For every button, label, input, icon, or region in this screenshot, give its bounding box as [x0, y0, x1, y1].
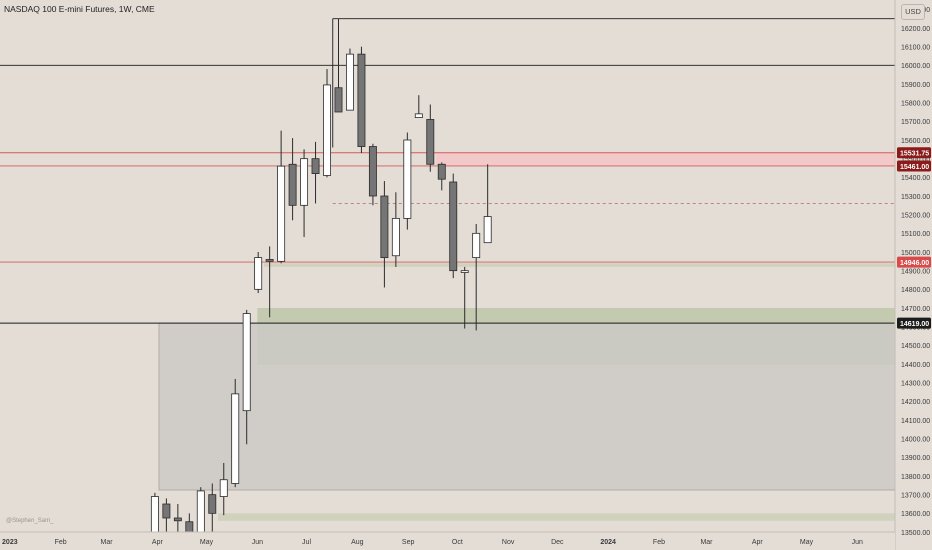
time-tick-label: Mar	[101, 539, 114, 546]
price-tick-label: 16200.00	[901, 26, 930, 33]
price-tick-label: 15100.00	[901, 231, 930, 238]
price-tick-label: 15200.00	[901, 212, 930, 219]
time-axis	[0, 532, 895, 550]
price-tick-label: 16000.00	[901, 63, 930, 70]
label-15531: 15531.75	[900, 151, 929, 158]
candle-body-29	[483, 216, 492, 244]
candle-body-25	[437, 163, 446, 180]
candle-body-23	[414, 113, 423, 119]
candle-body-24	[426, 119, 435, 165]
time-tick-label: Sep	[402, 539, 415, 546]
price-tick-label: 15500.00	[901, 156, 930, 163]
candle-body-15	[323, 84, 331, 176]
time-tick-label: Jun	[852, 539, 863, 546]
price-tick-label: 15600.00	[901, 138, 930, 145]
time-tick-label: 2023	[2, 539, 18, 546]
candle-body-0	[150, 496, 159, 550]
candle-body-5	[208, 494, 217, 514]
candle-body-19	[368, 146, 377, 197]
supply-zone	[436, 152, 895, 166]
price-tick-label: 15900.00	[901, 82, 930, 89]
candle-body-8	[242, 313, 251, 412]
time-tick-label: Aug	[351, 539, 364, 546]
time-tick-label: May	[200, 539, 214, 546]
label-14946: 14946.00	[900, 260, 929, 267]
label-15531-bg	[897, 147, 931, 159]
time-tick-label: Jul	[302, 539, 311, 546]
demand-zone-upper	[263, 263, 895, 267]
candle-body-11	[277, 165, 286, 262]
time-tick-label: Apr	[152, 539, 164, 546]
candle-body-21	[391, 217, 400, 257]
author-watermark: @Stephen_Sam_	[6, 518, 54, 524]
time-tick-label: Jun	[252, 539, 263, 546]
label-15461-bg	[897, 160, 931, 172]
candle-body-9	[254, 257, 263, 290]
price-tick-label: 14800.00	[901, 287, 930, 294]
label-14946-bg	[897, 256, 931, 268]
price-tick-label: 15000.00	[901, 250, 930, 257]
candle-body-16	[334, 87, 343, 113]
price-tick-label: 15400.00	[901, 175, 930, 182]
price-tick-label: 15300.00	[901, 194, 930, 201]
time-tick-label: Mar	[700, 539, 713, 546]
price-tick-label: 14700.00	[901, 306, 930, 313]
candle-body-17	[346, 53, 354, 111]
candle-body-13	[300, 158, 309, 206]
candle-body-28	[472, 232, 481, 258]
candle-body-7	[231, 393, 240, 484]
candle-body-2	[173, 517, 182, 522]
candle-body-6	[219, 479, 228, 497]
demand-zone-lower	[218, 513, 895, 521]
price-tick-label: 15700.00	[901, 119, 930, 126]
candle-body-12	[288, 163, 297, 206]
time-tick-label: Oct	[452, 539, 463, 546]
time-tick-label: May	[800, 539, 814, 546]
time-tick-label: Feb	[55, 539, 67, 546]
price-tick-label: 14300.00	[901, 380, 930, 387]
price-tick-label: 14400.00	[901, 362, 930, 369]
range-box	[158, 322, 896, 491]
candle-body-20	[380, 195, 389, 258]
time-tick-label: Feb	[653, 539, 665, 546]
price-tick-label: 14200.00	[901, 399, 930, 406]
time-tick-label: 2024	[600, 539, 616, 546]
candle-body-26	[449, 181, 458, 272]
price-tick-label: 13600.00	[901, 511, 930, 518]
candle-body-14	[311, 158, 320, 175]
price-tick-label: 13900.00	[901, 455, 930, 462]
time-tick-label: Nov	[502, 539, 515, 546]
price-axis	[895, 0, 932, 550]
price-tick-label: 14100.00	[901, 418, 930, 425]
price-tick-label: 14000.00	[901, 436, 930, 443]
candle-body-1	[162, 503, 171, 519]
candle-body-10	[265, 259, 274, 262]
price-tick-label: 15800.00	[901, 100, 930, 107]
time-tick-label: Dec	[551, 539, 564, 546]
candle-body-27	[460, 270, 469, 273]
price-tick-label: 14500.00	[901, 343, 930, 350]
price-tick-label: 13500.00	[901, 530, 930, 537]
candle-body-22	[403, 139, 412, 219]
time-tick-label: Apr	[752, 539, 764, 546]
currency-button[interactable]: USD	[901, 4, 925, 20]
label-14619-bg	[897, 317, 931, 329]
price-tick-label: 13700.00	[901, 492, 930, 499]
label-15461: 15461.00	[900, 164, 929, 171]
label-14619: 14619.00	[900, 321, 929, 328]
chart-title: NASDAQ 100 E-mini Futures, 1W, CME	[4, 4, 155, 14]
price-tick-label: 16100.00	[901, 44, 930, 51]
price-tick-label: 14900.00	[901, 268, 930, 275]
candle-body-18	[357, 53, 366, 147]
price-tick-label: 13800.00	[901, 474, 930, 481]
